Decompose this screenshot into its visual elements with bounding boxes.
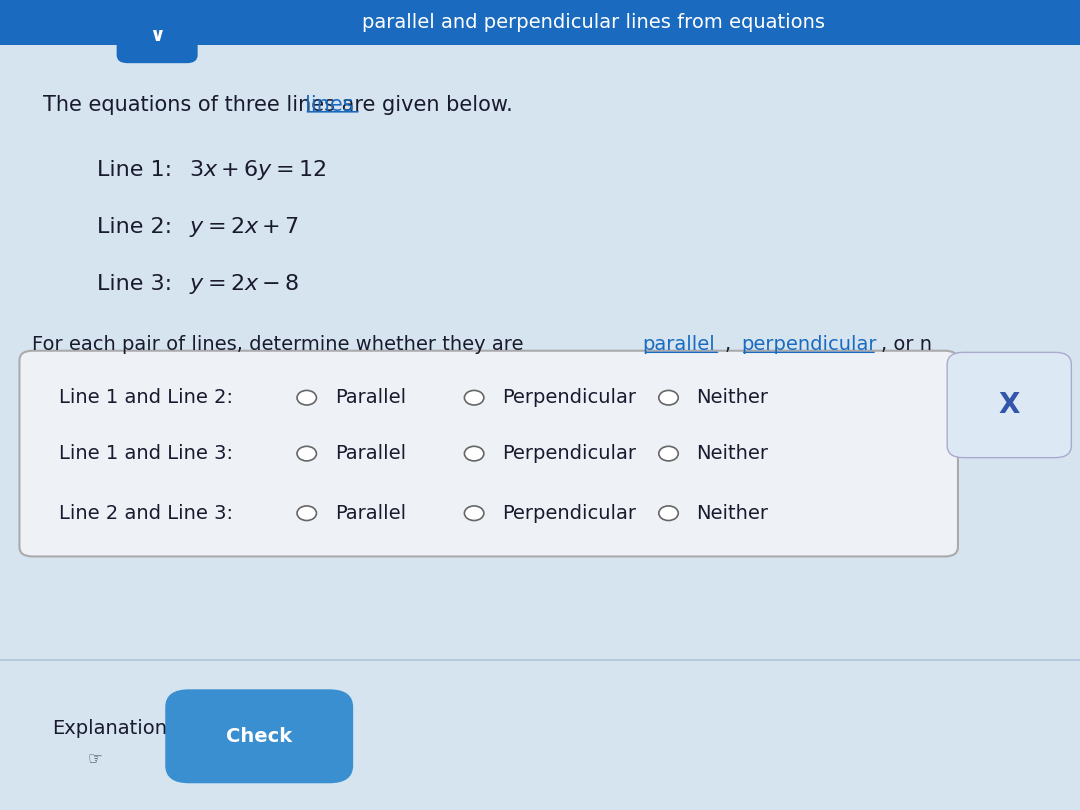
Text: Line 2 and Line 3:: Line 2 and Line 3: [59, 504, 233, 522]
Text: The equations of three lines are given below.: The equations of three lines are given b… [43, 96, 513, 115]
Text: Line 1 and Line 2:: Line 1 and Line 2: [59, 388, 233, 407]
Text: Line 3:: Line 3: [97, 274, 179, 293]
Text: Line 1 and Line 3:: Line 1 and Line 3: [59, 444, 233, 463]
Text: X: X [999, 391, 1020, 419]
Text: , or n: , or n [881, 335, 932, 354]
Circle shape [659, 390, 678, 405]
Circle shape [297, 390, 316, 405]
FancyBboxPatch shape [947, 352, 1071, 458]
FancyBboxPatch shape [165, 689, 353, 783]
Circle shape [464, 390, 484, 405]
Text: lines: lines [305, 96, 353, 115]
Text: Parallel: Parallel [335, 388, 406, 407]
Text: Parallel: Parallel [335, 444, 406, 463]
Text: For each pair of lines, determine whether they are: For each pair of lines, determine whethe… [32, 335, 530, 354]
Text: $y=2x+7$: $y=2x+7$ [189, 215, 299, 239]
Text: Explanation: Explanation [52, 719, 166, 739]
Circle shape [659, 506, 678, 521]
Circle shape [464, 446, 484, 461]
Circle shape [659, 446, 678, 461]
Text: Check: Check [226, 727, 293, 746]
Text: Neither: Neither [697, 444, 769, 463]
Text: Perpendicular: Perpendicular [502, 444, 636, 463]
Text: Neither: Neither [697, 504, 769, 522]
Text: $y=2x−8$: $y=2x−8$ [189, 271, 299, 296]
FancyBboxPatch shape [19, 351, 958, 556]
Circle shape [297, 446, 316, 461]
Text: ∨: ∨ [149, 26, 165, 45]
Text: Parallel: Parallel [335, 504, 406, 522]
Text: Neither: Neither [697, 388, 769, 407]
Circle shape [297, 506, 316, 521]
Text: ☞: ☞ [87, 751, 103, 769]
Text: Perpendicular: Perpendicular [502, 504, 636, 522]
Text: Line 1:: Line 1: [97, 160, 179, 180]
Circle shape [464, 506, 484, 521]
Text: $3x+6y=12$: $3x+6y=12$ [189, 158, 326, 182]
Text: parallel and perpendicular lines from equations: parallel and perpendicular lines from eq… [363, 13, 825, 32]
FancyBboxPatch shape [117, 8, 198, 63]
Text: Perpendicular: Perpendicular [502, 388, 636, 407]
Text: parallel: parallel [643, 335, 715, 354]
Text: Line 2:: Line 2: [97, 217, 179, 237]
FancyBboxPatch shape [0, 0, 1080, 45]
Text: ,: , [725, 335, 731, 354]
Text: perpendicular: perpendicular [741, 335, 876, 354]
